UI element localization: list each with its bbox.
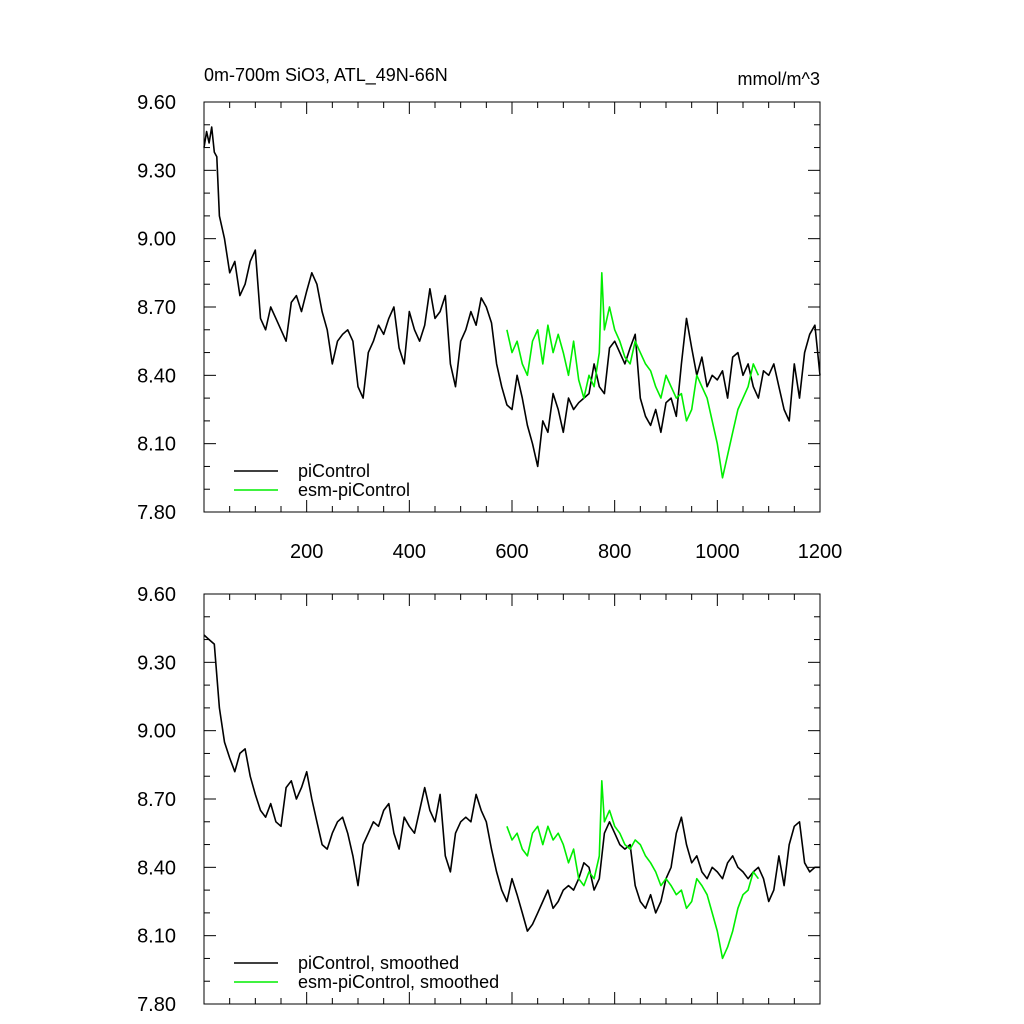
bottom-ytick-label: 7.80 — [137, 994, 176, 1016]
bottom-ytick-label: 8.40 — [137, 857, 176, 879]
top-xtick-label: 1000 — [695, 541, 740, 563]
top-ytick-label: 9.60 — [137, 92, 176, 114]
bottom-series-line-picontrol — [203, 634, 820, 932]
chart-title: 0m-700m SiO3, ATL_49N-66N — [204, 65, 448, 86]
top-ytick-label: 9.30 — [137, 160, 176, 182]
top-ytick-label: 8.70 — [137, 297, 176, 319]
top-series-group — [203, 126, 821, 479]
top-xtick-label: 600 — [495, 541, 528, 563]
bottom-axis-ticks: 9.60 9.30 9.00 8.70 8.40 8.10 7.80 — [137, 584, 821, 1016]
legend-label-esm-picontrol-smoothed: esm-piControl, smoothed — [298, 972, 499, 992]
top-axis-ticks: 9.60 9.30 9.00 8.70 8.40 8.10 7.80 200 400 600 800… — [137, 92, 842, 563]
bottom-ytick-label: 8.10 — [137, 926, 176, 948]
top-ytick-label: 8.40 — [137, 365, 176, 387]
top-ytick-label: 9.00 — [137, 229, 176, 251]
bottom-series-line-esm-picontrol — [506, 780, 760, 960]
top-series-line-picontrol — [203, 126, 821, 468]
legend-label-esm-picontrol: esm-piControl — [298, 480, 410, 500]
bottom-panel: 9.60 9.30 9.00 8.70 8.40 8.10 7.80 piControl, … — [137, 584, 821, 1016]
top-series-line-esm-picontrol — [506, 272, 760, 479]
bottom-series-group — [203, 634, 820, 960]
legend-label-picontrol-smoothed: piControl, smoothed — [298, 953, 459, 973]
top-xtick-label: 400 — [393, 541, 426, 563]
bottom-legend: piControl, smoothed esm-piControl, smoot… — [234, 953, 499, 992]
top-legend: piControl esm-piControl — [234, 461, 410, 500]
bottom-ytick-label: 8.70 — [137, 789, 176, 811]
bottom-ytick-label: 9.60 — [137, 584, 176, 606]
top-plot-frame — [203, 101, 821, 513]
top-panel: 0m-700m SiO3, ATL_49N-66N mmol/m^3 9.609… — [137, 65, 842, 563]
bottom-ytick-label: 9.30 — [137, 652, 176, 674]
top-xtick-label: 200 — [290, 541, 323, 563]
top-ytick-label: 7.80 — [137, 502, 176, 524]
bottom-ytick-label: 9.00 — [137, 721, 176, 743]
top-xtick-label: 1200 — [798, 541, 843, 563]
legend-label-picontrol: piControl — [298, 461, 370, 481]
top-xtick-label: 800 — [598, 541, 631, 563]
units-label: mmol/m^3 — [738, 69, 820, 89]
top-ytick-label: 8.10 — [137, 434, 176, 456]
